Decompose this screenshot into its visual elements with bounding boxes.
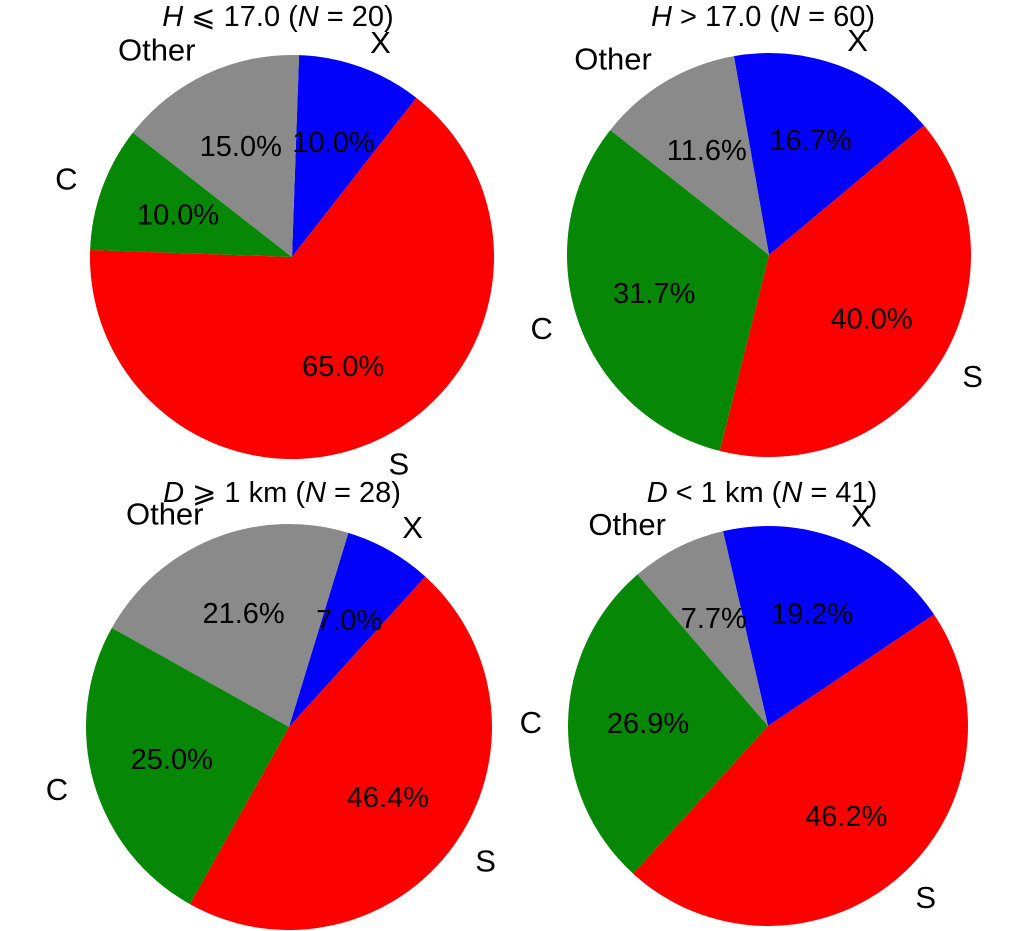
pct-label: 25.0% — [131, 744, 213, 776]
pct-label: 21.6% — [202, 598, 284, 630]
chart-title: D < 1 km (N = 41) — [647, 477, 877, 509]
pct-label: 15.0% — [200, 131, 282, 163]
category-label: S — [915, 880, 936, 915]
pie-slice-s — [633, 614, 968, 926]
pie-slice-c — [90, 132, 293, 257]
pct-label: 7.0% — [316, 605, 382, 637]
chart-title: D ⩾ 1 km (N = 28) — [163, 477, 401, 509]
pct-label: 10.0% — [137, 200, 219, 232]
pct-label: 40.0% — [830, 303, 912, 335]
category-label: Other — [118, 33, 196, 68]
pie-slice-x — [733, 53, 925, 255]
chart-title: H ⩽ 17.0 (N = 20) — [162, 1, 393, 33]
category-label: C — [520, 705, 542, 740]
category-label: X — [847, 23, 868, 58]
pct-label: 31.7% — [613, 278, 695, 310]
pie-slice-other — [132, 54, 300, 257]
pct-label: 65.0% — [302, 351, 384, 383]
category-label: S — [962, 359, 983, 394]
category-label: Other — [588, 507, 666, 542]
pie-slice-x — [292, 55, 417, 258]
pct-label: 7.7% — [681, 603, 747, 635]
category-label: X — [370, 25, 391, 60]
pie-slice-x — [289, 532, 426, 727]
category-label: C — [55, 161, 77, 196]
pie-slice-other — [111, 524, 349, 727]
pie-slice-other — [637, 531, 768, 726]
pct-label: 46.4% — [347, 782, 429, 814]
category-label: C — [46, 772, 68, 807]
pie-slice-c — [568, 574, 768, 874]
category-label: S — [475, 843, 496, 878]
category-label: X — [402, 510, 423, 545]
pie-slice-c — [566, 129, 769, 451]
category-label: C — [531, 311, 553, 346]
pct-label: 16.7% — [769, 125, 851, 157]
category-label: Other — [126, 497, 204, 532]
category-label: X — [851, 498, 872, 533]
chart-title: H > 17.0 (N = 60) — [651, 1, 875, 33]
pct-label: 26.9% — [607, 708, 689, 740]
pct-label: 46.2% — [805, 801, 887, 833]
pie-slice-c — [86, 627, 289, 905]
pie-slice-x — [723, 526, 935, 726]
pct-label: 10.0% — [292, 127, 374, 159]
pie-chart-2: 16.7% X 40.0% S 31.7% C 11.6% Other H > 17.0 (N … — [531, 1, 983, 458]
category-label: S — [389, 446, 410, 481]
pie-slice-s — [89, 97, 494, 459]
category-label: Other — [574, 42, 652, 77]
pie-slice-other — [610, 56, 769, 255]
pct-label: 19.2% — [771, 598, 853, 630]
pct-label: 11.6% — [667, 135, 747, 167]
pie-slice-s — [719, 125, 972, 458]
pie-slice-s — [189, 576, 492, 930]
